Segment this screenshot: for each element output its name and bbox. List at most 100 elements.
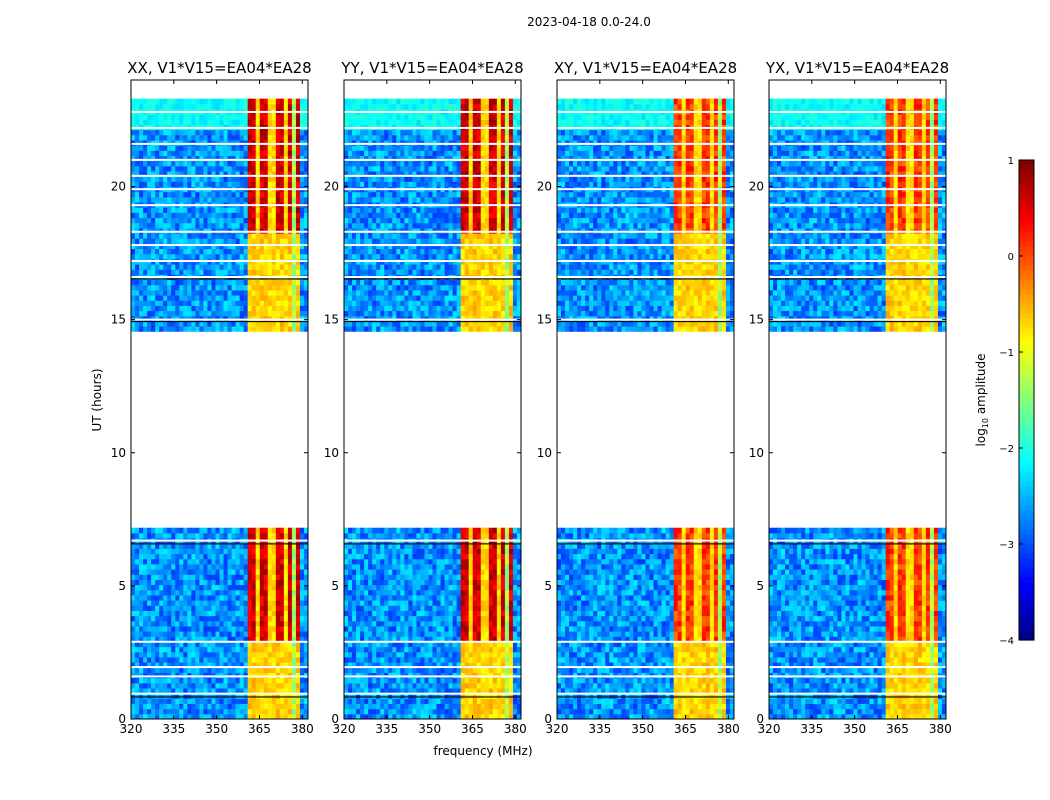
heatmap-cell [175, 713, 180, 719]
heatmap-cell [368, 651, 373, 658]
heatmap-cell [207, 217, 212, 224]
heatmap-cell [175, 548, 180, 555]
heatmap-cell [408, 703, 413, 710]
heatmap-cell [183, 693, 188, 699]
heatmap-cell [175, 558, 180, 565]
x-tick-label: 365 [248, 722, 271, 736]
heatmap-cell [291, 558, 297, 565]
heatmap-cell [404, 677, 409, 684]
heatmap-cell [428, 672, 433, 679]
heatmap-cell [255, 119, 261, 125]
heatmap-cell [211, 212, 216, 219]
heatmap-cell [295, 181, 301, 188]
heatmap-cell [191, 625, 196, 632]
heatmap-cell [303, 134, 308, 141]
heatmap-cell [388, 589, 393, 596]
heatmap-cell [440, 563, 446, 570]
heatmap-cell [352, 594, 357, 601]
heatmap-cell [267, 269, 273, 275]
heatmap-cell [440, 646, 446, 653]
heatmap-cell [243, 119, 249, 125]
heatmap-cell [191, 196, 196, 203]
heatmap-cell [283, 222, 289, 229]
heatmap-cell [283, 662, 289, 668]
heatmap-cell [396, 646, 401, 653]
heatmap-cell [440, 574, 446, 580]
heatmap-cell [223, 672, 229, 679]
heatmap-cell [143, 279, 148, 286]
heatmap-cell [215, 191, 220, 198]
heatmap-cell [183, 310, 188, 317]
heatmap-cell [131, 656, 136, 663]
heatmap-cell [155, 243, 160, 250]
heatmap-cell [275, 207, 281, 213]
heatmap-cell [167, 682, 172, 689]
heatmap-cell [492, 620, 498, 627]
heatmap-cell [456, 574, 462, 580]
heatmap-cell [444, 574, 450, 580]
heatmap-cell [444, 677, 450, 684]
heatmap-cell [211, 145, 216, 151]
heatmap-cell [440, 589, 446, 596]
heatmap-cell [508, 563, 514, 570]
heatmap-cell [179, 682, 184, 689]
y-tick-label: 10 [111, 446, 126, 460]
heatmap-cell [444, 610, 450, 617]
heatmap-cell [271, 646, 277, 653]
heatmap-cell [211, 171, 216, 177]
heatmap-cell [151, 594, 156, 601]
heatmap-cell [283, 103, 289, 110]
heatmap-cell [227, 155, 233, 162]
heatmap-cell [279, 253, 285, 260]
heatmap-cell [508, 625, 514, 632]
heatmap-cell [251, 708, 257, 715]
heatmap-cell [147, 615, 152, 622]
heatmap-cell [135, 238, 140, 244]
heatmap-cell [135, 114, 140, 120]
heatmap-cell [159, 326, 164, 332]
heatmap-cell [275, 703, 281, 710]
heatmap-cell [155, 171, 160, 177]
heatmap-cell [267, 569, 273, 575]
heatmap-cell [215, 579, 220, 586]
heatmap-cell [344, 682, 349, 689]
heatmap-cell [131, 698, 136, 704]
heatmap-cell [215, 140, 220, 146]
heatmap-cell [163, 243, 168, 250]
heatmap-cell [424, 656, 429, 663]
heatmap-cell [139, 713, 144, 719]
heatmap-cell [384, 682, 389, 689]
heatmap-cell [207, 233, 212, 239]
heatmap-cell [259, 305, 265, 312]
heatmap-cell [195, 651, 200, 658]
heatmap-cell [496, 569, 502, 575]
heatmap-cell [287, 708, 293, 715]
heatmap-cell [303, 129, 308, 136]
heatmap-cell [275, 253, 281, 260]
heatmap-cell [384, 605, 389, 611]
heatmap-cell [167, 532, 172, 539]
heatmap-cell [167, 191, 172, 198]
heatmap-cell [468, 687, 474, 694]
heatmap-cell [396, 563, 401, 570]
heatmap-cell [187, 253, 192, 260]
heatmap-cell [159, 150, 164, 156]
heatmap-cell [352, 667, 357, 673]
heatmap-cell [151, 315, 156, 322]
heatmap-cell [259, 222, 265, 229]
heatmap-cell [291, 253, 297, 260]
heatmap-cell [464, 610, 470, 617]
heatmap-cell [259, 682, 265, 689]
heatmap-cell [191, 713, 196, 719]
heatmap-cell [516, 662, 521, 668]
heatmap-cell [151, 181, 156, 188]
heatmap-cell [251, 651, 257, 658]
heatmap-cell [219, 140, 225, 146]
heatmap-cell [187, 532, 192, 539]
heatmap-cell [227, 600, 233, 606]
heatmap-cell [135, 300, 140, 306]
heatmap-cell [436, 625, 442, 632]
heatmap-cell [476, 693, 482, 699]
heatmap-cell [283, 233, 289, 239]
heatmap-cell [295, 171, 301, 177]
